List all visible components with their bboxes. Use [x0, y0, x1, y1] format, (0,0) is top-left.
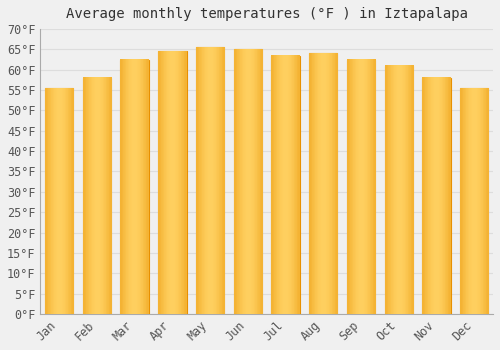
Bar — [158, 51, 186, 314]
Bar — [45, 88, 74, 314]
Bar — [460, 88, 488, 314]
Bar — [309, 54, 338, 314]
Bar — [422, 78, 450, 314]
Bar — [347, 60, 375, 314]
Bar — [234, 49, 262, 314]
Bar — [196, 47, 224, 314]
Bar — [83, 78, 111, 314]
Bar — [120, 60, 149, 314]
Bar — [272, 56, 299, 314]
Title: Average monthly temperatures (°F ) in Iztapalapa: Average monthly temperatures (°F ) in Iz… — [66, 7, 468, 21]
Bar — [384, 66, 413, 314]
